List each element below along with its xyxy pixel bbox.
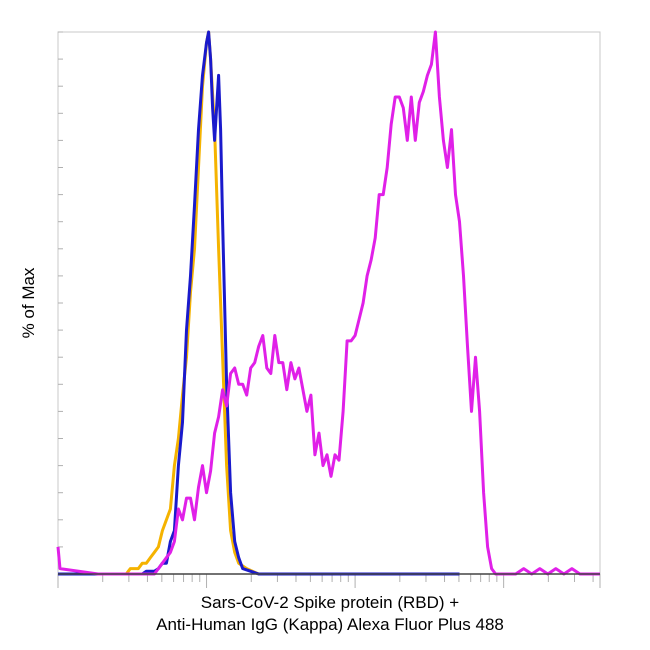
series-line-3 [56, 30, 600, 576]
x-axis-label-line-1: Sars-CoV-2 Spike protein (RBD) + [200, 593, 460, 612]
series-line-1 [58, 30, 460, 576]
y-axis-label: % of Max [19, 267, 38, 338]
series-group [56, 30, 600, 576]
y-axis-ticks [58, 31, 63, 575]
series-line-2 [58, 30, 460, 576]
x-axis-label-line-2: Anti-Human IgG (Kappa) Alexa Fluor Plus … [156, 615, 504, 634]
plot-frame [57, 31, 601, 575]
x-axis-ticks [57, 574, 601, 588]
